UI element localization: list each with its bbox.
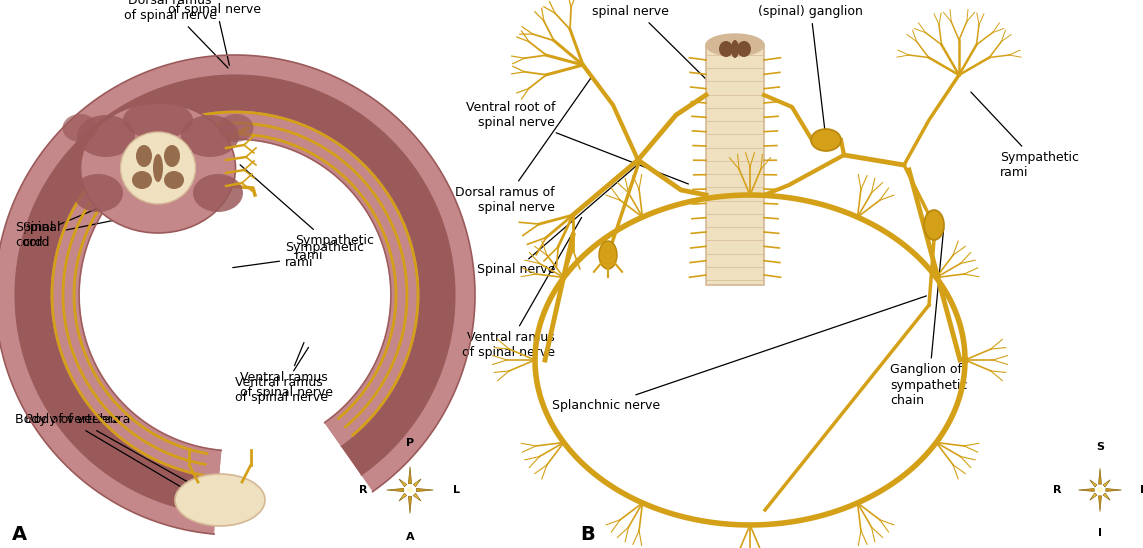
Polygon shape [408, 466, 411, 484]
Polygon shape [408, 496, 411, 513]
Ellipse shape [163, 171, 184, 189]
Ellipse shape [131, 171, 152, 189]
Ellipse shape [599, 241, 617, 269]
Ellipse shape [812, 129, 841, 151]
Text: Dorsal ramus of
spinal nerve: Dorsal ramus of spinal nerve [455, 77, 591, 214]
Text: Spinal
cord: Spinal cord [22, 210, 162, 249]
Polygon shape [386, 488, 403, 492]
Text: L: L [1140, 485, 1143, 495]
Polygon shape [1089, 493, 1097, 500]
Ellipse shape [77, 115, 135, 157]
Polygon shape [1103, 493, 1110, 500]
Polygon shape [706, 45, 764, 285]
Ellipse shape [193, 174, 243, 212]
Ellipse shape [163, 145, 179, 167]
Ellipse shape [706, 34, 764, 56]
Text: Ventral root of
spinal nerve: Ventral root of spinal nerve [465, 101, 688, 184]
Polygon shape [1105, 488, 1121, 492]
Circle shape [407, 487, 413, 493]
Polygon shape [416, 488, 433, 492]
Ellipse shape [120, 132, 195, 204]
Text: Body of vertebra: Body of vertebra [25, 414, 217, 499]
Text: Dorsal root
(spinal) ganglion: Dorsal root (spinal) ganglion [758, 0, 863, 137]
Text: Ventral ramus
of spinal nerve: Ventral ramus of spinal nerve [240, 342, 333, 399]
Text: R: R [1053, 485, 1061, 495]
Ellipse shape [719, 41, 733, 57]
Polygon shape [51, 111, 419, 478]
Text: S: S [1096, 442, 1104, 452]
Polygon shape [1098, 469, 1102, 484]
Ellipse shape [924, 210, 944, 240]
Text: Sympathetic
rami: Sympathetic rami [240, 165, 374, 262]
Text: Spinal nerve: Spinal nerve [477, 162, 641, 277]
Text: Sympathetic
rami: Sympathetic rami [233, 241, 363, 269]
Ellipse shape [181, 115, 239, 157]
Text: Ventral ramus
of spinal nerve: Ventral ramus of spinal nerve [235, 347, 328, 404]
Text: Dorsal ramus
of spinal nerve: Dorsal ramus of spinal nerve [123, 0, 229, 68]
Ellipse shape [73, 174, 123, 212]
Ellipse shape [218, 114, 254, 142]
Text: R: R [359, 485, 367, 495]
Text: Dorsal root of
spinal nerve: Dorsal root of spinal nerve [588, 0, 716, 88]
Ellipse shape [175, 474, 265, 526]
Polygon shape [399, 479, 407, 487]
Polygon shape [399, 493, 407, 501]
Text: Body of vertebra: Body of vertebra [15, 414, 217, 509]
Text: Ganglion of
sympathetic
chain: Ganglion of sympathetic chain [890, 228, 967, 407]
Text: A: A [11, 526, 27, 545]
Text: Sympathetic
rami: Sympathetic rami [970, 92, 1079, 179]
Text: I: I [1098, 528, 1102, 538]
Polygon shape [1103, 480, 1110, 487]
Text: L: L [454, 485, 461, 495]
Ellipse shape [737, 41, 751, 57]
Polygon shape [1078, 488, 1094, 492]
Polygon shape [414, 493, 421, 501]
Polygon shape [1089, 480, 1097, 487]
Ellipse shape [153, 154, 163, 182]
Text: Splanchnic nerve: Splanchnic nerve [552, 296, 926, 412]
Text: Dorsal ramus
of spinal nerve: Dorsal ramus of spinal nerve [168, 0, 262, 65]
Ellipse shape [732, 40, 740, 58]
Text: Spinal
cord: Spinal cord [15, 184, 155, 249]
Text: P: P [406, 438, 414, 448]
Polygon shape [414, 479, 421, 487]
Ellipse shape [63, 114, 97, 142]
Ellipse shape [80, 103, 235, 233]
Ellipse shape [136, 145, 152, 167]
Polygon shape [1098, 496, 1102, 512]
Ellipse shape [123, 101, 193, 139]
Polygon shape [0, 55, 475, 534]
Text: Ventral ramus
of spinal nerve: Ventral ramus of spinal nerve [462, 218, 582, 359]
Polygon shape [15, 75, 455, 514]
Text: A: A [406, 532, 414, 542]
Text: B: B [580, 526, 594, 545]
Circle shape [1097, 488, 1102, 493]
